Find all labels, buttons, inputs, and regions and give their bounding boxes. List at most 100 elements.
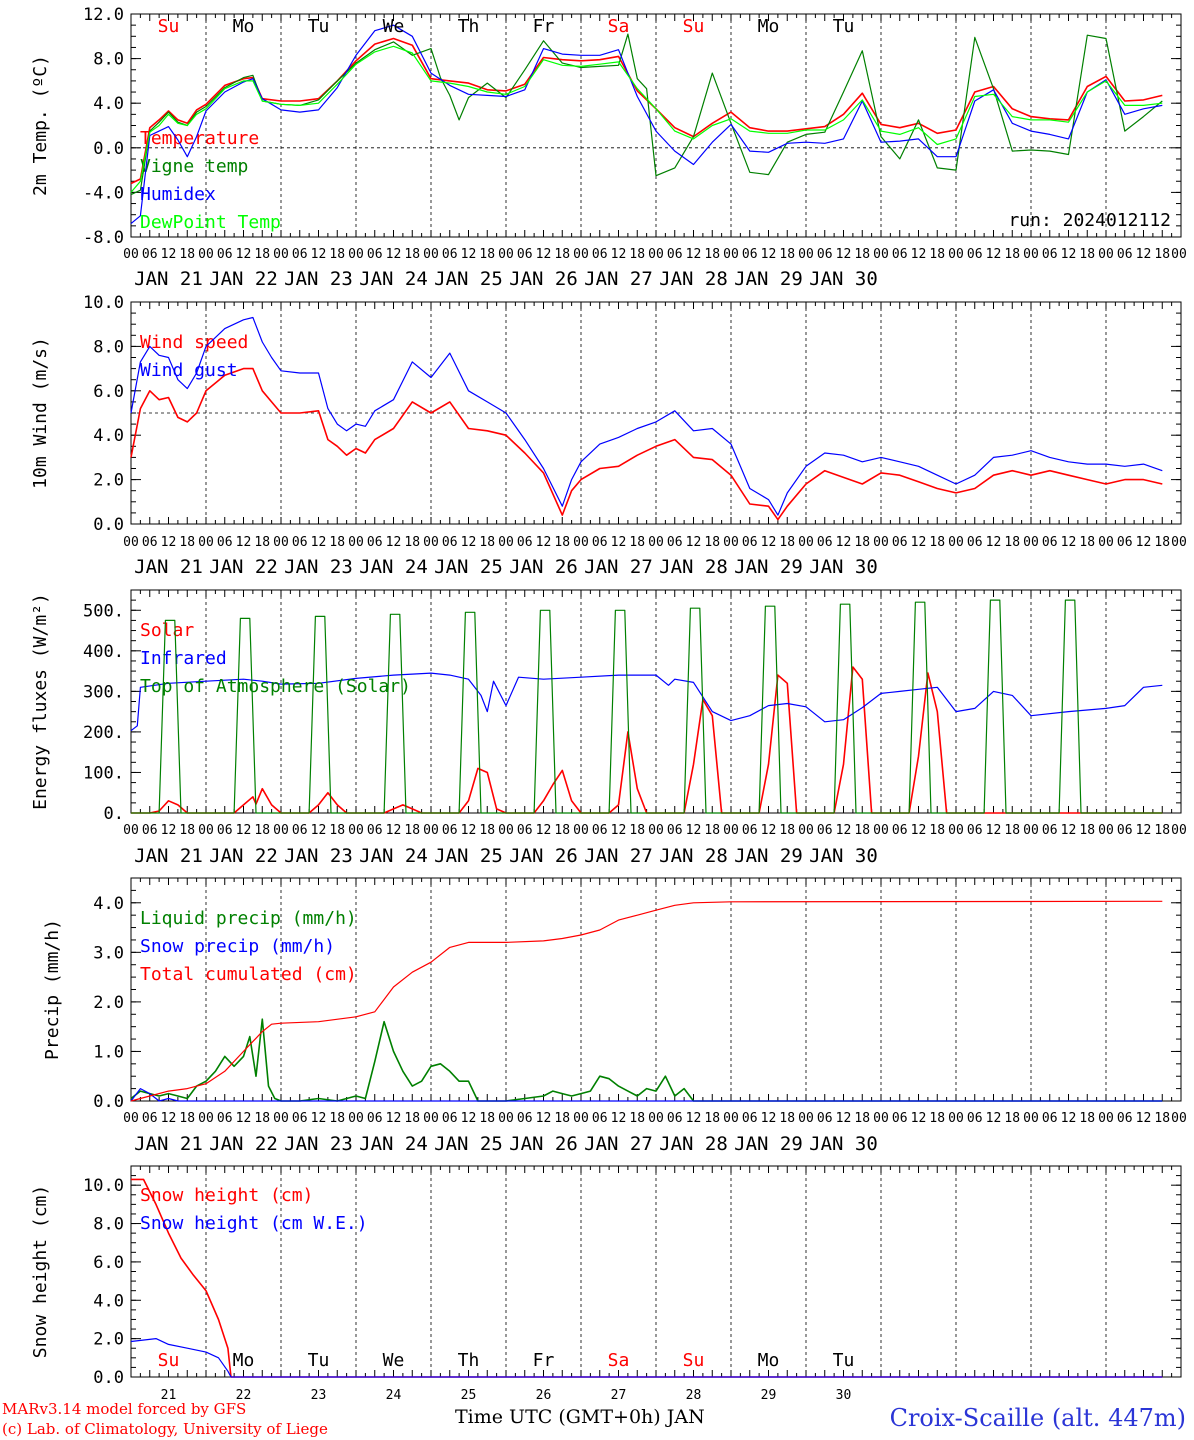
hour-tick-label: 12 <box>986 1111 1002 1126</box>
hour-tick-label: 06 <box>667 1111 683 1126</box>
hour-tick-label: 12 <box>911 247 927 262</box>
hour-tick-label: 18 <box>479 1111 495 1126</box>
hour-tick-label: 06 <box>1042 247 1058 262</box>
hour-tick-label: 12 <box>1136 535 1152 550</box>
legend-entry: Temperature <box>140 128 259 149</box>
y-tick-label: 3.0 <box>93 943 124 963</box>
hour-tick-label: 06 <box>967 535 983 550</box>
weekday-label: Fr <box>533 16 555 37</box>
hour-tick-label: 18 <box>479 823 495 838</box>
hour-tick-label: 18 <box>704 823 720 838</box>
y-tick-label: 200. <box>83 723 124 743</box>
hour-tick-label: 06 <box>742 1111 758 1126</box>
day-label: JAN 24 <box>359 556 428 578</box>
y-axis-label: Precip (mm/h) <box>42 919 63 1060</box>
hour-tick-label: 06 <box>217 247 233 262</box>
legend-entry: Total cumulated (cm) <box>140 964 357 985</box>
hour-tick-label: 12 <box>836 247 852 262</box>
hour-tick-label: 00 <box>1171 1111 1187 1126</box>
day-number-label: 23 <box>311 1388 327 1403</box>
hour-tick-label: 00 <box>1171 823 1187 838</box>
location-title: Croix-Scaille (alt. 447m) <box>889 1404 1186 1432</box>
day-label: JAN 24 <box>359 268 428 290</box>
hour-tick-label: 18 <box>479 247 495 262</box>
weekday-label: Su <box>158 16 180 37</box>
plot-frame-1 <box>130 13 1182 238</box>
hour-tick-label: 12 <box>461 535 477 550</box>
hour-tick-label: 18 <box>779 247 795 262</box>
day-label: JAN 28 <box>659 845 728 867</box>
hour-tick-label: 00 <box>498 823 514 838</box>
weekday-label: Su <box>683 1350 705 1371</box>
day-number-label: 25 <box>461 1388 477 1403</box>
weekday-label: Tu <box>833 16 855 37</box>
hour-tick-label: 18 <box>779 1111 795 1126</box>
y-axis-label: 10m Wind (m/s) <box>30 337 51 489</box>
weekday-label: Tu <box>833 1350 855 1371</box>
hour-tick-label: 00 <box>123 535 139 550</box>
y-tick-label: 2.0 <box>93 993 124 1013</box>
hour-tick-label: 00 <box>198 823 214 838</box>
day-number-label: 29 <box>761 1388 777 1403</box>
series-line-wind-speed <box>130 367 1163 521</box>
hour-tick-label: 00 <box>723 535 739 550</box>
day-label: JAN 28 <box>659 556 728 578</box>
hour-tick-label: 00 <box>123 823 139 838</box>
hour-tick-label: 12 <box>686 535 702 550</box>
weekday-label: Su <box>158 1350 180 1371</box>
hour-tick-label: 00 <box>873 247 889 262</box>
hour-tick-label: 06 <box>967 823 983 838</box>
y-tick-label: 0.0 <box>93 515 124 535</box>
hour-tick-label: 18 <box>854 1111 870 1126</box>
hour-tick-label: 12 <box>311 823 327 838</box>
hour-tick-label: 18 <box>1079 823 1095 838</box>
hour-tick-label: 18 <box>779 535 795 550</box>
hour-tick-label: 18 <box>404 1111 420 1126</box>
hour-tick-label: 18 <box>929 1111 945 1126</box>
hour-tick-label: 00 <box>498 1111 514 1126</box>
hour-tick-label: 18 <box>179 823 195 838</box>
hour-tick-label: 12 <box>836 535 852 550</box>
weekday-label: Fr <box>533 1350 555 1371</box>
hour-tick-label: 12 <box>161 823 177 838</box>
hour-tick-label: 06 <box>292 247 308 262</box>
hour-tick-label: 12 <box>911 823 927 838</box>
hour-tick-label: 12 <box>611 535 627 550</box>
y-axis-label: Energy fluxes (W/m²) <box>30 593 51 810</box>
series-line-infrared <box>130 672 1163 732</box>
hour-tick-label: 12 <box>1061 823 1077 838</box>
hour-tick-label: 06 <box>367 823 383 838</box>
day-label: JAN 29 <box>734 556 803 578</box>
hour-tick-label: 18 <box>704 1111 720 1126</box>
legend-entry: Vigne temp <box>140 156 248 177</box>
day-label: JAN 27 <box>584 556 653 578</box>
y-tick-label: 8.0 <box>93 1215 124 1235</box>
hour-tick-label: 00 <box>498 247 514 262</box>
day-number-label: 24 <box>386 1388 402 1403</box>
weekday-label: Mo <box>233 1350 255 1371</box>
series-line-dewpoint-temp <box>130 45 1163 193</box>
day-label: JAN 29 <box>734 845 803 867</box>
hour-tick-label: 18 <box>854 535 870 550</box>
y-tick-label: 10.0 <box>83 1176 124 1196</box>
hour-tick-label: 00 <box>648 823 664 838</box>
hour-tick-label: 00 <box>948 1111 964 1126</box>
day-label: JAN 23 <box>284 845 353 867</box>
hour-tick-label: 00 <box>198 1111 214 1126</box>
run-annotation: run: 2024012112 <box>1008 210 1171 231</box>
hour-tick-label: 06 <box>1042 823 1058 838</box>
hour-tick-label: 12 <box>686 1111 702 1126</box>
hour-tick-label: 06 <box>292 823 308 838</box>
legend-entry: Snow precip (mm/h) <box>140 936 335 957</box>
legend-entry: Snow height (cm W.E.) <box>140 1213 368 1234</box>
hour-tick-label: 12 <box>761 535 777 550</box>
day-number-label: 30 <box>836 1388 852 1403</box>
hour-tick-label: 00 <box>1098 1111 1114 1126</box>
hour-tick-label: 18 <box>404 247 420 262</box>
hour-tick-label: 12 <box>311 535 327 550</box>
y-tick-label: 10.0 <box>83 293 124 313</box>
day-label: JAN 30 <box>809 845 878 867</box>
hour-tick-label: 12 <box>986 247 1002 262</box>
hour-tick-label: 06 <box>217 1111 233 1126</box>
hour-tick-label: 06 <box>1042 535 1058 550</box>
